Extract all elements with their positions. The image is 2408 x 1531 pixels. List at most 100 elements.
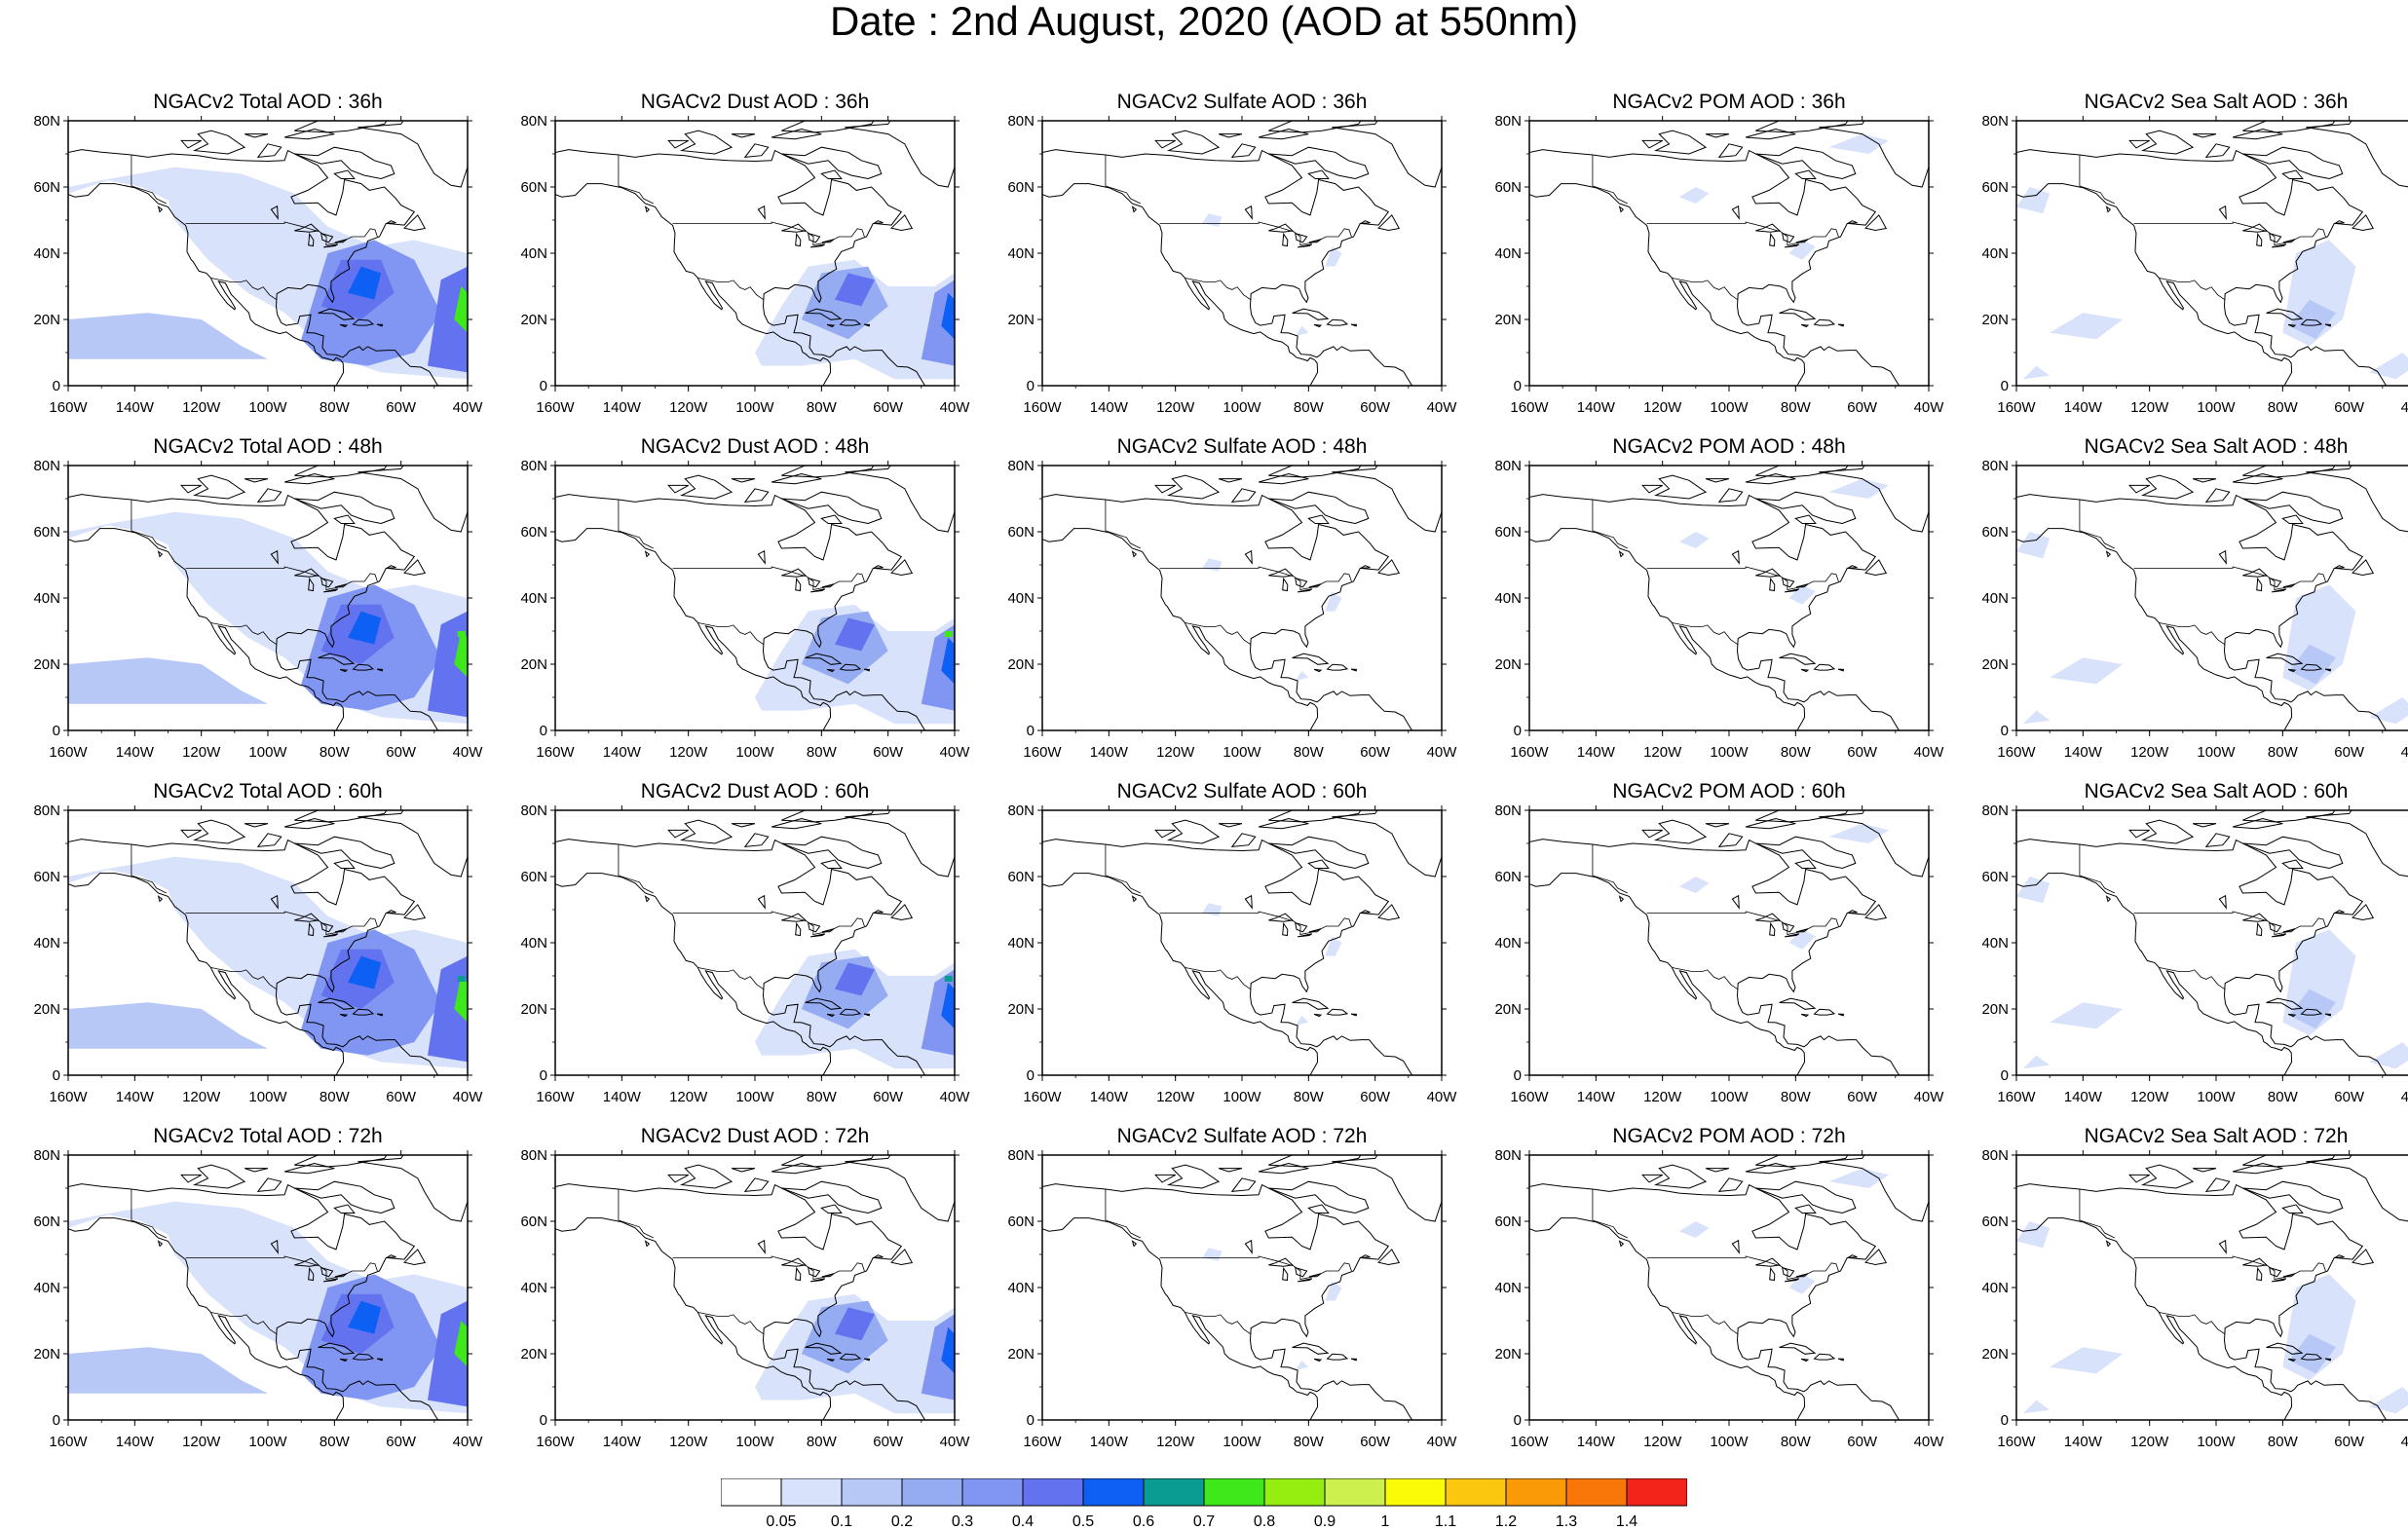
lon-tick-label: 100W: [248, 399, 287, 416]
lon-tick-label: 100W: [1710, 399, 1749, 416]
coastline-island: [352, 318, 375, 326]
lat-tick-label: 40N: [33, 935, 60, 952]
lon-tick-label: 40W: [453, 399, 484, 416]
coastline-island: [1154, 484, 1176, 494]
coastline-island: [318, 1342, 356, 1355]
coastline-island: [795, 921, 802, 937]
coastline-island: [1705, 478, 1730, 483]
lon-tick-label: 120W: [1156, 399, 1195, 416]
map-plot: 160W 140W 120W 100W 80W 60W 40W 0 20N 40N 60N 80N: [33, 458, 483, 761]
coastline-west: [1042, 528, 1319, 730]
coastline-island: [795, 1266, 802, 1282]
coastline-island: [644, 895, 651, 903]
lon-tick-label: 40W: [2401, 1434, 2408, 1450]
coastline-island: [1167, 819, 1221, 844]
coastline-island: [1745, 472, 1796, 485]
aod-contour: [1788, 929, 1816, 950]
map-plot: 160W 140W 120W 100W 80W 60W 40W 0 20N 40N 60N 80N: [1494, 458, 1944, 761]
aod-contour: [1325, 591, 1342, 612]
coastline-island: [1268, 1180, 1370, 1214]
aod-contour: [1828, 1168, 1889, 1188]
lon-tick-label: 160W: [1997, 1434, 2036, 1450]
coastline-island: [1326, 663, 1349, 671]
lon-tick-label: 140W: [1577, 1089, 1616, 1105]
coastline-island: [1618, 1240, 1625, 1248]
coastline-island: [1641, 829, 1663, 839]
lat-tick-label: 60N: [33, 524, 60, 541]
coastline-island: [805, 308, 843, 320]
coastline-island: [1326, 1008, 1349, 1016]
coastline-island: [1326, 318, 1349, 326]
lon-tick-label: 160W: [536, 1434, 575, 1450]
lon-tick-label: 100W: [2197, 1089, 2236, 1105]
coastline-island: [1717, 1177, 1744, 1193]
coastline-island: [322, 933, 339, 938]
lat-tick-label: 0: [53, 723, 60, 739]
coastline-island: [157, 205, 164, 213]
coastline-west: [2016, 183, 2293, 386]
coastline-island: [1837, 1358, 1845, 1362]
lat-tick-label: 0: [540, 1067, 547, 1084]
coastline-west: [555, 1217, 832, 1420]
lon-tick-label: 100W: [248, 744, 287, 761]
lat-tick-label: 60N: [1007, 179, 1035, 196]
coastline-island: [805, 997, 843, 1010]
aod-field: [1529, 810, 1929, 1075]
lon-tick-label: 60W: [1360, 744, 1391, 761]
lat-tick-label: 20N: [1494, 656, 1522, 673]
coastline-island: [244, 478, 269, 483]
us-mexico-border: [2159, 967, 2226, 990]
aod-contour: [2022, 710, 2051, 725]
aod-field: [1042, 466, 1442, 730]
lon-tick-label: 40W: [1427, 744, 1458, 761]
lon-tick-label: 40W: [940, 1434, 971, 1450]
coastline-island: [1784, 933, 1800, 938]
coastline-west: [1042, 1217, 1319, 1420]
coastlines: [2016, 121, 2408, 386]
aod-field: [1529, 1155, 1929, 1420]
coastline-island: [1769, 1266, 1776, 1282]
coastline-island: [357, 466, 468, 533]
coastline-island: [1705, 133, 1730, 138]
lon-tick-label: 60W: [386, 1089, 417, 1105]
coastline-island: [283, 128, 335, 140]
coastline-island: [2281, 169, 2304, 179]
coastline-island: [1268, 836, 1370, 870]
lat-tick-label: 20N: [1007, 312, 1035, 328]
lat-tick-label: 40N: [1494, 935, 1522, 952]
coastline-island: [1350, 323, 1358, 327]
lat-tick-label: 80N: [1007, 1147, 1035, 1164]
lat-tick-label: 40N: [520, 245, 547, 262]
coastline-island: [1218, 478, 1243, 483]
aod-contour: [941, 292, 955, 340]
coastline-island: [1131, 550, 1138, 558]
coastline-island: [1282, 921, 1289, 937]
aod-contour: [348, 955, 382, 990]
coastline-island: [2242, 491, 2344, 525]
aod-contour: [1678, 1221, 1710, 1238]
coastline-island: [1313, 1013, 1323, 1018]
aod-field: [555, 810, 955, 1075]
coastline-island: [757, 549, 766, 565]
lon-tick-label: 120W: [1156, 1089, 1195, 1105]
coastline-island: [1268, 466, 1362, 478]
coastline-island: [403, 1249, 427, 1266]
us-mexico-border: [2159, 1312, 2226, 1335]
alaska-border: [131, 844, 167, 894]
coastline-island: [1641, 1174, 1663, 1183]
coastline-island: [320, 232, 334, 243]
lon-tick-label: 60W: [386, 744, 417, 761]
alaska-border: [1592, 500, 1628, 549]
lat-tick-label: 0: [2001, 1412, 2009, 1429]
coastline-island: [1794, 859, 1817, 869]
coastline-island: [1731, 205, 1740, 220]
aod-contour: [1325, 1281, 1342, 1301]
coastline-west: [1042, 183, 1319, 386]
coastline-island: [2287, 668, 2297, 673]
lon-tick-label: 140W: [2064, 744, 2103, 761]
coastline-west: [555, 528, 832, 730]
map-plot: 160W 140W 120W 100W 80W 60W 40W 0 20N 40N 60N 80N: [1494, 803, 1944, 1105]
coastline-island: [644, 205, 651, 213]
coastline-island: [333, 169, 356, 179]
lat-tick-label: 20N: [1007, 656, 1035, 673]
